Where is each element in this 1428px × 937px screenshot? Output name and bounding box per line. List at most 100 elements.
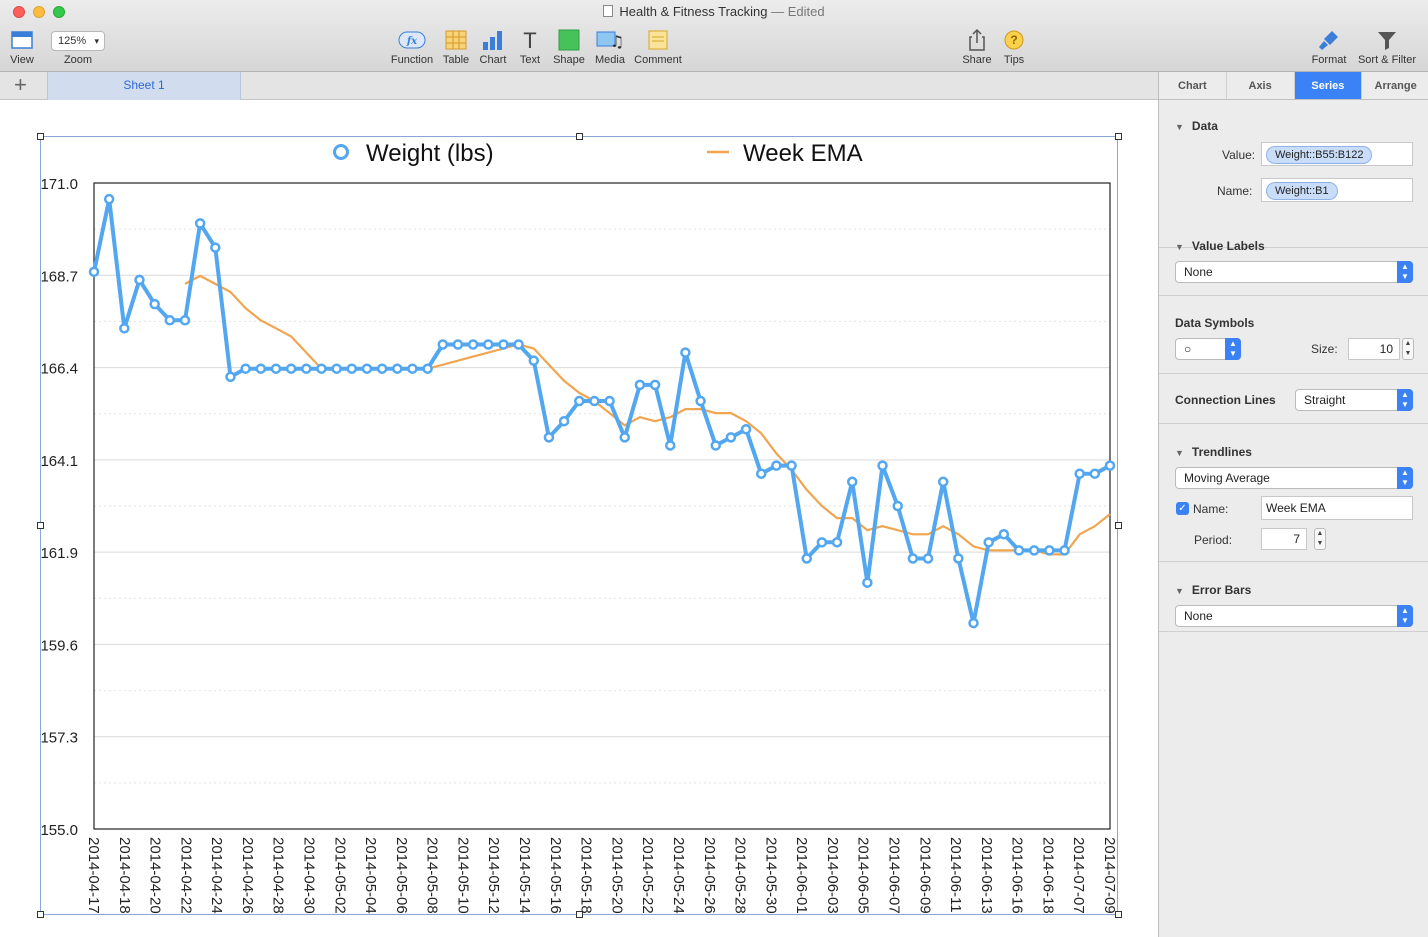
value-labels-title: Value Labels bbox=[1191, 239, 1265, 253]
resize-handle-left[interactable] bbox=[37, 522, 44, 529]
value-field-label: Value: bbox=[1222, 148, 1256, 162]
trendlines-section-toggle[interactable]: ▼ Trendlines bbox=[1175, 445, 1252, 459]
data-point-weight bbox=[1104, 460, 1116, 471]
y-tick-label: 157.3 bbox=[40, 730, 78, 747]
weight-line-chart[interactable]: 171.0 168.7 166.4 164.1 161.9 159.6 157.3 155.0… bbox=[0, 100, 1158, 937]
value-labels-popup[interactable]: None ▲ ▼ bbox=[1175, 261, 1413, 283]
zoom-control[interactable]: 125% Zoom bbox=[50, 28, 106, 66]
text-button[interactable]: T Text bbox=[516, 28, 544, 66]
view-button[interactable]: View bbox=[8, 28, 36, 66]
value-range-field[interactable]: Weight::B55:B122 bbox=[1261, 142, 1413, 166]
comment-button[interactable]: Comment bbox=[634, 28, 682, 66]
symbol-size-stepper[interactable]: ▲ ▼ bbox=[1402, 338, 1414, 360]
period-stepper[interactable]: ▲ ▼ bbox=[1314, 528, 1326, 550]
x-tick-label: 2014-06-11 bbox=[947, 837, 964, 913]
name-reference-field[interactable]: Weight::B1 bbox=[1261, 178, 1413, 202]
x-tick-label: 2014-04-17 bbox=[85, 837, 102, 914]
data-point-weight bbox=[786, 460, 797, 471]
table-button[interactable]: Table bbox=[441, 28, 471, 66]
tab-series[interactable]: Series bbox=[1294, 72, 1363, 99]
data-point-weight bbox=[740, 424, 752, 435]
x-tick-label: 2014-04-20 bbox=[147, 837, 164, 914]
tips-button[interactable]: ? Tips bbox=[999, 28, 1029, 66]
data-point-weight bbox=[301, 363, 312, 374]
data-point-weight bbox=[558, 415, 570, 427]
toolbar: Health & Fitness Tracking — Edited View … bbox=[0, 0, 1428, 72]
x-tick-label: 2014-06-18 bbox=[1039, 837, 1056, 914]
chart-button[interactable]: Chart bbox=[478, 28, 508, 66]
data-point-weight bbox=[998, 529, 1010, 540]
connection-lines-popup[interactable]: Straight ▲ ▼ bbox=[1295, 389, 1413, 411]
x-tick-label: 2014-05-28 bbox=[732, 837, 749, 914]
text-label: Text bbox=[519, 54, 541, 66]
format-button[interactable]: Format bbox=[1308, 28, 1350, 66]
resize-handle-top-left[interactable] bbox=[37, 133, 44, 140]
trendline-name-label: Name: bbox=[1193, 502, 1229, 516]
svg-text:♫: ♫ bbox=[610, 32, 624, 51]
data-point-weight bbox=[1013, 545, 1025, 556]
y-tick-label: 164.1 bbox=[40, 453, 78, 470]
function-button[interactable]: fx Function bbox=[390, 28, 434, 66]
resize-handle-bottom[interactable] bbox=[576, 911, 583, 918]
sheet-tab-active[interactable]: Sheet 1 bbox=[47, 72, 241, 100]
trendline-name-checkbox[interactable]: ✓ bbox=[1176, 502, 1189, 515]
share-label: Share bbox=[962, 54, 992, 66]
data-section: ▼ Data Value: Weight::B55:B122 Name: Weig… bbox=[1159, 100, 1428, 248]
format-label: Format bbox=[1311, 54, 1347, 66]
value-labels-section-toggle[interactable]: ▼ Value Labels bbox=[1175, 239, 1265, 253]
document-status: Edited bbox=[787, 4, 825, 19]
data-point-weight bbox=[1059, 545, 1070, 556]
x-tick-label: 2014-05-12 bbox=[485, 837, 502, 914]
media-button[interactable]: ♫ Media bbox=[593, 28, 627, 66]
trendline-name-field[interactable]: Week EMA bbox=[1261, 496, 1413, 520]
data-point-weight bbox=[331, 363, 342, 374]
function-icon: fx bbox=[398, 31, 426, 49]
value-range-token[interactable]: Weight::B55:B122 bbox=[1266, 146, 1373, 164]
x-tick-label: 2014-05-10 bbox=[454, 837, 471, 914]
data-section-toggle[interactable]: ▼ Data bbox=[1175, 119, 1218, 133]
y-tick-label: 161.9 bbox=[40, 545, 78, 562]
resize-handle-top-right[interactable] bbox=[1115, 133, 1122, 140]
data-point-weight bbox=[392, 363, 403, 374]
symbol-popup[interactable]: ○ ▲ ▼ bbox=[1175, 338, 1241, 360]
popup-arrows-icon: ▲ ▼ bbox=[1225, 338, 1241, 360]
x-tick-label: 2014-06-13 bbox=[978, 837, 995, 914]
close-window-button[interactable] bbox=[13, 6, 25, 18]
data-point-weight bbox=[270, 363, 282, 374]
resize-handle-bottom-right[interactable] bbox=[1115, 911, 1122, 918]
x-tick-label: 2014-06-16 bbox=[1009, 837, 1026, 914]
resize-handle-bottom-left[interactable] bbox=[37, 911, 44, 918]
resize-handle-right[interactable] bbox=[1115, 522, 1122, 529]
tab-arrange[interactable]: Arrange bbox=[1374, 80, 1417, 92]
symbol-size-field[interactable]: 10 bbox=[1348, 338, 1400, 360]
error-bars-popup[interactable]: None ▲ ▼ bbox=[1175, 605, 1413, 627]
shape-button[interactable]: Shape bbox=[552, 28, 586, 66]
zoom-window-button[interactable] bbox=[53, 6, 65, 18]
share-button[interactable]: Share bbox=[960, 28, 994, 66]
minimize-window-button[interactable] bbox=[33, 6, 45, 18]
disclosure-triangle-icon: ▼ bbox=[1175, 586, 1184, 596]
period-field[interactable]: 7 bbox=[1261, 528, 1307, 550]
svg-text:?: ? bbox=[1010, 33, 1017, 47]
plot-frame bbox=[93, 182, 1111, 830]
add-sheet-button[interactable]: + bbox=[14, 72, 27, 97]
data-point-weight bbox=[846, 476, 858, 488]
data-point-weight bbox=[437, 339, 449, 350]
zoom-select[interactable]: 125% bbox=[51, 31, 105, 51]
resize-handle-top[interactable] bbox=[576, 133, 583, 140]
error-bars-section-toggle[interactable]: ▼ Error Bars bbox=[1175, 583, 1251, 597]
sort-filter-label: Sort & Filter bbox=[1357, 54, 1417, 66]
data-point-weight bbox=[725, 432, 737, 443]
data-point-weight bbox=[862, 577, 873, 588]
sort-filter-button[interactable]: Sort & Filter bbox=[1355, 28, 1419, 66]
symbol-selected: ○ bbox=[1184, 342, 1192, 356]
data-point-weight bbox=[407, 363, 418, 374]
data-point-weight bbox=[574, 395, 585, 407]
disclosure-triangle-icon: ▼ bbox=[1175, 122, 1184, 132]
tab-axis[interactable]: Axis bbox=[1227, 72, 1295, 99]
name-reference-token[interactable]: Weight::B1 bbox=[1266, 182, 1338, 200]
legend-label-weight: Weight (lbs) bbox=[366, 140, 494, 167]
tab-chart[interactable]: Chart bbox=[1159, 72, 1227, 99]
trendline-type-popup[interactable]: Moving Average ▲ ▼ bbox=[1175, 467, 1413, 489]
